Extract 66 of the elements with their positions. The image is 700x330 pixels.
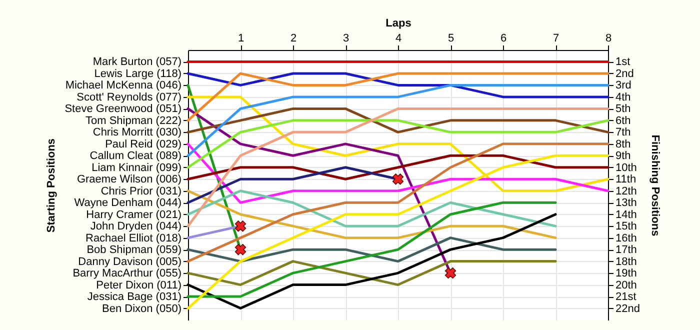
- line-series: [186, 142, 610, 204]
- text: Callum Cleat (089): [90, 150, 182, 162]
- text: Mark Burton (057): [92, 56, 182, 68]
- y2-tick-label: 3rd: [616, 80, 632, 92]
- point: [234, 220, 246, 232]
- y2-axis-title: Finishing Positions: [648, 134, 661, 236]
- text: Bob Shipman (059): [86, 244, 182, 256]
- y2-tick-label: 10th: [616, 162, 637, 174]
- text: Ben Dixon (050): [102, 302, 182, 315]
- x-tick-label: 2: [290, 32, 297, 44]
- line-series: [186, 190, 557, 240]
- line-series: [186, 84, 610, 157]
- y2-tick-label: 19th: [616, 268, 637, 280]
- text: Barry MacArthur (055): [72, 268, 182, 280]
- text: Paul Reid (029): [105, 138, 182, 150]
- text: Harry Cramer (021): [86, 208, 182, 221]
- y2-tick-label: 1st: [616, 56, 630, 68]
- y2-tick-label: 8th: [616, 138, 631, 150]
- text: Michael McKenna (046): [65, 80, 182, 92]
- x-tick-label: 4: [395, 32, 402, 44]
- y2-tick-label: 6th: [616, 114, 631, 127]
- x-axis-title: Laps: [386, 18, 412, 30]
- y2-tick-label: 11th: [616, 174, 636, 186]
- text: Lewis Large (118): [94, 68, 182, 80]
- text: Danny Davison (005): [78, 256, 182, 268]
- line-series: [186, 107, 610, 228]
- text: Tom Shipman (222): [86, 114, 182, 127]
- y2-tick-label: 2nd: [616, 68, 634, 80]
- y2-tick-label: 18th: [616, 256, 637, 268]
- point: [234, 244, 246, 256]
- y2-tick-label: 15th: [616, 220, 637, 233]
- x-tick-label: 5: [448, 32, 454, 44]
- y2-tick-label: 13th: [616, 197, 637, 210]
- x-tick-label: 6: [500, 32, 507, 44]
- text: Scott' Reynolds (077): [76, 91, 182, 104]
- text: Chris Morritt (030): [92, 126, 182, 139]
- y2-tick-label: 4th: [616, 91, 631, 104]
- y2-tick-label: 14th: [616, 208, 637, 221]
- point: [444, 267, 456, 279]
- y2-tick-label: 17th: [616, 244, 637, 256]
- text: Chris Prior (031): [100, 185, 182, 198]
- text: Wayne Denham (044): [74, 197, 182, 210]
- y2-tick-label: 22nd: [616, 302, 640, 315]
- y2-tick-label: 9th: [616, 150, 631, 162]
- x-tick-label: 7: [552, 32, 560, 44]
- x-tick-label: 1: [238, 32, 244, 44]
- y2-tick-label: 20th: [616, 279, 637, 292]
- point: [392, 174, 404, 185]
- y2-tick-label: 5th: [616, 103, 631, 116]
- line-series: [186, 201, 557, 298]
- x-tick-label: 8: [605, 32, 612, 44]
- y2-tick-label: 16th: [616, 232, 637, 244]
- text: Peter Dixon (011): [96, 279, 182, 292]
- y2-tick-label: 21st: [616, 291, 636, 304]
- text: Steve Greenwood (051): [64, 103, 182, 116]
- text: Liam Kinnair (099): [92, 162, 182, 174]
- y2-tick-label: 12th: [616, 185, 637, 198]
- text: John Dryden (044): [90, 220, 182, 233]
- line-series: [186, 190, 557, 228]
- text: Graeme Wilson (006): [76, 174, 182, 186]
- line-series: [186, 142, 610, 263]
- text: Starting Positions: [46, 138, 58, 233]
- text: Jessica Bage (031): [87, 291, 182, 304]
- x-tick-label: 3: [342, 32, 350, 44]
- y2-tick-label: 7th: [616, 126, 631, 139]
- text: Rachael Elliot (018): [86, 232, 182, 244]
